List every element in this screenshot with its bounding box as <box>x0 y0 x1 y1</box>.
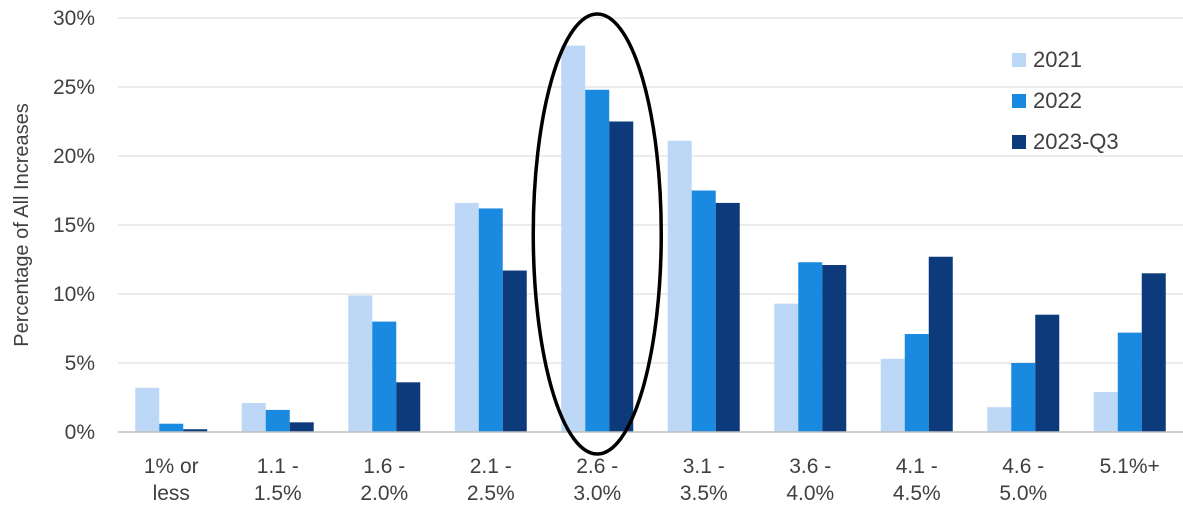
bar-2021 <box>454 202 479 432</box>
bars <box>135 45 1166 432</box>
bar-2022 <box>1117 332 1142 432</box>
bar-2022 <box>691 190 716 432</box>
bar-2021 <box>241 403 266 432</box>
y-tick-label: 20% <box>53 145 95 168</box>
bar-2021 <box>348 295 373 432</box>
bar-2022 <box>585 89 610 432</box>
y-axis-title: Percentage of All Increases <box>11 103 33 346</box>
x-tick-label: 3.0% <box>573 482 621 505</box>
x-tick-label: less <box>153 482 190 505</box>
bar-2023-q3 <box>1035 314 1060 432</box>
bar-2022 <box>372 321 397 432</box>
bar-2022 <box>265 409 290 432</box>
x-tick-label: 5.1%+ <box>1100 455 1160 478</box>
bar-2023-q3 <box>928 256 953 432</box>
x-tick-label: 3.1 - <box>683 455 725 478</box>
bar-2021 <box>667 140 692 432</box>
x-tick-label: 4.5% <box>893 482 941 505</box>
bar-2022 <box>478 208 503 432</box>
y-tick-label: 15% <box>53 214 95 237</box>
y-tick-label: 0% <box>65 421 95 444</box>
bar-2023-q3 <box>502 270 527 432</box>
legend-swatch-2023-q3 <box>1012 135 1026 149</box>
x-tick-label: 2.0% <box>360 482 408 505</box>
bar-2021 <box>880 358 905 432</box>
x-tick-label: 2.6 - <box>576 455 618 478</box>
legend-swatch-2022 <box>1012 94 1026 108</box>
bar-2021 <box>135 387 160 432</box>
x-tick-label: 1.5% <box>254 482 302 505</box>
legend-swatch-2021 <box>1012 53 1026 67</box>
x-tick-label: 5.0% <box>999 482 1047 505</box>
bar-2023-q3 <box>822 265 847 432</box>
x-tick-label: 1.1 - <box>257 455 299 478</box>
y-tick-label: 30% <box>53 7 95 30</box>
bar-2023-q3 <box>1141 273 1166 432</box>
y-tick-label: 10% <box>53 283 95 306</box>
bar-2023-q3 <box>609 121 634 432</box>
legend-label: 2021 <box>1033 47 1082 72</box>
x-tick-label: 3.5% <box>680 482 728 505</box>
x-tick-label: 2.5% <box>467 482 515 505</box>
legend-label: 2023-Q3 <box>1033 129 1119 154</box>
y-tick-label: 25% <box>53 76 95 99</box>
gridlines <box>118 17 1183 364</box>
bar-2021 <box>774 303 799 432</box>
bar-2022 <box>159 423 184 432</box>
highlight-ellipse <box>531 12 663 456</box>
bar-2023-q3 <box>715 202 740 432</box>
bar-2021 <box>561 45 586 432</box>
bar-2023-q3 <box>396 382 421 432</box>
x-tick-label: 2.1 - <box>470 455 512 478</box>
bar-2021 <box>987 407 1012 432</box>
y-axis-ticks: 0% 5% 10% 15% 20% 25% 30% <box>53 7 95 444</box>
bar-2022 <box>1011 363 1036 432</box>
x-tick-label: 4.1 - <box>896 455 938 478</box>
x-tick-label: 1.6 - <box>363 455 405 478</box>
x-axis-labels: 1% or less 1.1 - 1.5% 1.6 - 2.0% 2.1 - 2.5% 2.6 … <box>144 455 1160 505</box>
legend-label: 2022 <box>1033 88 1082 113</box>
legend: 2021 2022 2023-Q3 <box>1012 47 1119 154</box>
bar-2022 <box>798 262 823 432</box>
bar-2023-q3 <box>289 422 314 432</box>
bar-2023-q3 <box>183 429 208 432</box>
x-tick-label: 1% or <box>144 455 199 478</box>
x-tick-label: 4.6 - <box>1002 455 1044 478</box>
x-tick-label: 3.6 - <box>789 455 831 478</box>
bar-2021 <box>1093 391 1118 432</box>
y-tick-label: 5% <box>65 352 95 375</box>
x-tick-label: 4.0% <box>786 482 834 505</box>
bar-2022 <box>904 334 929 432</box>
